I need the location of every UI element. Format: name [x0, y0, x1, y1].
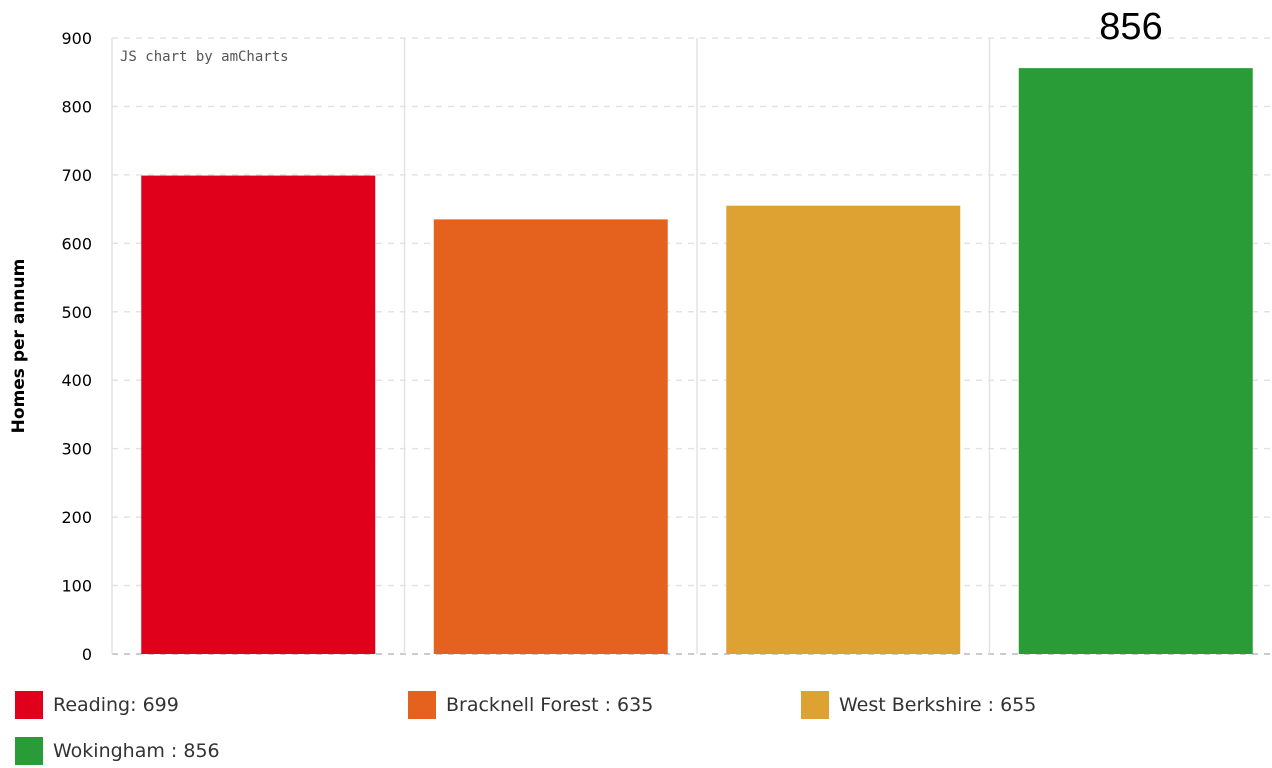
bar-west-berkshire[interactable] [726, 205, 961, 654]
y-tick-label: 400 [61, 371, 92, 390]
y-tick-label: 500 [61, 303, 92, 322]
legend-item-reading[interactable]: Reading: 699 [15, 690, 179, 720]
legend-item-west-berkshire[interactable]: West Berkshire : 655 [801, 690, 1036, 720]
bar-reading[interactable] [141, 175, 376, 654]
legend-label: Reading: 699 [53, 694, 179, 716]
y-axis-label: Homes per annum [9, 259, 29, 434]
y-axis: 0 100 200 300 400 500 600 700 800 900 [61, 29, 92, 664]
legend: Reading: 699 Bracknell Forest : 635 West… [0, 680, 1272, 768]
legend-swatch [15, 737, 43, 765]
legend-label: Wokingham : 856 [53, 740, 220, 762]
bar-bracknell-forest[interactable] [433, 219, 668, 654]
y-tick-label: 100 [61, 577, 92, 596]
legend-item-bracknell-forest[interactable]: Bracknell Forest : 635 [408, 690, 653, 720]
bar-chart: 0 100 200 300 400 500 600 700 800 900 Homes per a… [9, 6, 1272, 664]
legend-swatch [15, 691, 43, 719]
y-tick-label: 200 [61, 508, 92, 527]
legend-swatch [408, 691, 436, 719]
y-tick-label: 0 [82, 645, 92, 664]
y-tick-label: 800 [61, 97, 92, 116]
bars [141, 68, 1253, 655]
legend-label: West Berkshire : 655 [839, 694, 1037, 716]
legend-swatch [801, 691, 829, 719]
y-tick-label: 700 [61, 166, 92, 185]
y-tick-label: 600 [61, 234, 92, 253]
y-tick-label: 300 [61, 440, 92, 459]
chart-credit[interactable]: JS chart by amCharts [120, 49, 289, 65]
legend-item-wokingham[interactable]: Wokingham : 856 [15, 736, 220, 766]
legend-label: Bracknell Forest : 635 [446, 694, 654, 716]
bar-wokingham[interactable] [1018, 68, 1253, 655]
y-tick-label: 900 [61, 29, 92, 48]
annotation-label: 856 [1099, 6, 1162, 48]
